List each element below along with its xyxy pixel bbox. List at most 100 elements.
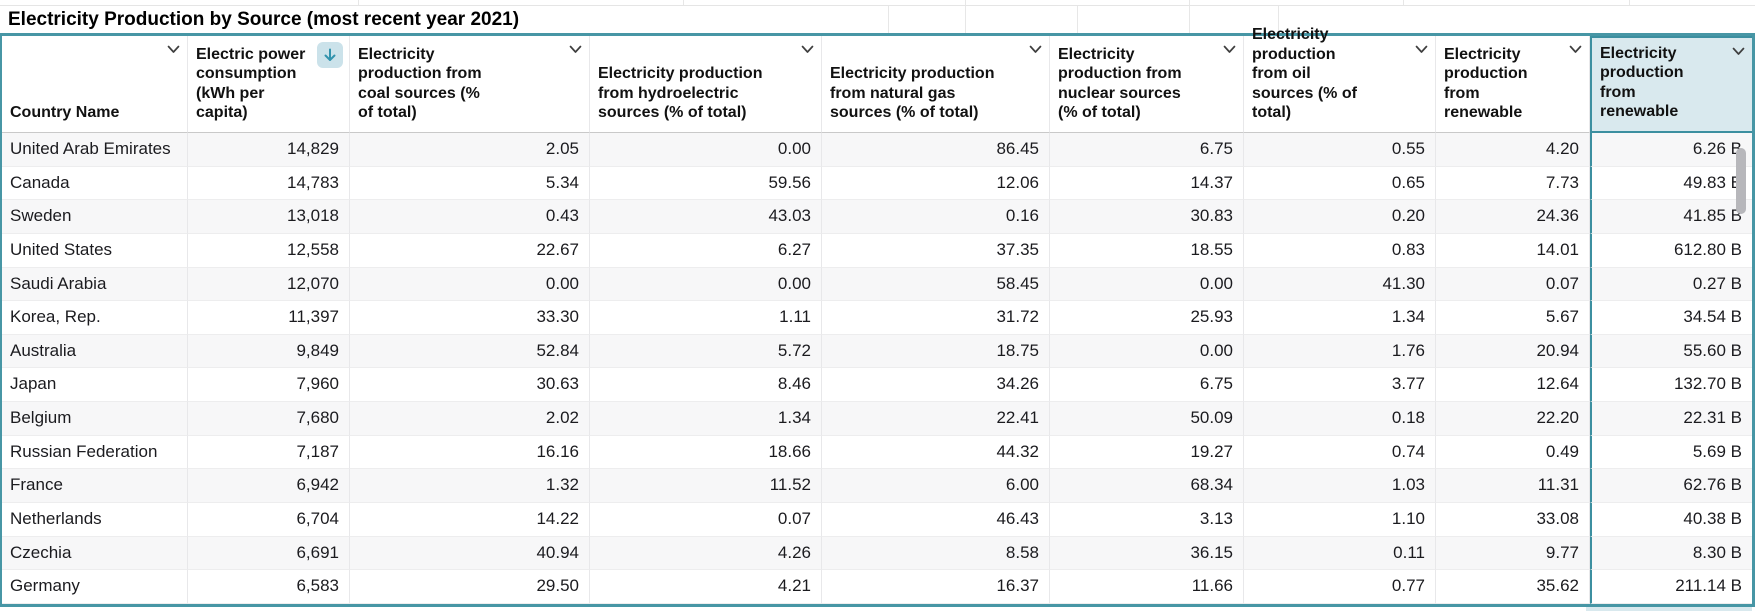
cell-hydro[interactable]: 4.21 [590, 570, 822, 604]
cell-nuclear[interactable]: 25.93 [1050, 301, 1244, 335]
cell-power[interactable]: 7,960 [188, 368, 350, 402]
cell-coal[interactable]: 2.02 [350, 402, 590, 436]
cell-coal[interactable]: 14.22 [350, 502, 590, 537]
column-header-coal[interactable]: Electricity production from coal sources… [350, 36, 590, 133]
cell-power[interactable]: 6,704 [188, 502, 350, 537]
cell-oil[interactable]: 0.83 [1244, 233, 1436, 268]
cell-power[interactable]: 14,829 [188, 133, 350, 167]
cell-renewable_pct[interactable]: 33.08 [1436, 502, 1590, 537]
chevron-down-icon[interactable] [1415, 45, 1428, 54]
cell-nuclear[interactable]: 0.00 [1050, 267, 1244, 302]
cell-power[interactable]: 13,018 [188, 200, 350, 234]
cell-power[interactable]: 11,397 [188, 301, 350, 335]
cell-coal[interactable]: 22.67 [350, 233, 590, 268]
cell-nuclear[interactable]: 14.37 [1050, 166, 1244, 201]
cell-country[interactable]: Czechia [2, 536, 188, 571]
cell-renewable_pct[interactable]: 4.20 [1436, 133, 1590, 167]
cell-nuclear[interactable]: 6.75 [1050, 133, 1244, 167]
cell-renewable_total[interactable]: 0.27 B [1590, 267, 1752, 302]
cell-renewable_pct[interactable]: 11.31 [1436, 469, 1590, 503]
cell-gas[interactable]: 46.43 [822, 502, 1050, 537]
cell-renewable_pct[interactable]: 5.67 [1436, 301, 1590, 335]
cell-country[interactable]: Saudi Arabia [2, 267, 188, 302]
chevron-down-icon[interactable] [1029, 45, 1042, 54]
cell-renewable_total[interactable]: 22.31 B [1590, 402, 1752, 436]
cell-renewable_total[interactable]: 6.26 B [1590, 133, 1752, 167]
cell-hydro[interactable]: 43.03 [590, 200, 822, 234]
cell-country[interactable]: Canada [2, 166, 188, 201]
cell-nuclear[interactable]: 68.34 [1050, 469, 1244, 503]
column-header-power[interactable]: Electric power consumption (kWh per capi… [188, 36, 350, 133]
cell-renewable_total[interactable]: 34.54 B [1590, 301, 1752, 335]
cell-oil[interactable]: 0.65 [1244, 166, 1436, 201]
chevron-down-icon[interactable] [167, 45, 180, 54]
cell-country[interactable]: Belgium [2, 402, 188, 436]
cell-country[interactable]: Australia [2, 334, 188, 369]
cell-renewable_total[interactable]: 62.76 B [1590, 469, 1752, 503]
cell-hydro[interactable]: 18.66 [590, 435, 822, 470]
cell-hydro[interactable]: 0.00 [590, 133, 822, 167]
cell-gas[interactable]: 18.75 [822, 334, 1050, 369]
cell-renewable_total[interactable]: 211.14 B [1590, 570, 1752, 604]
cell-nuclear[interactable]: 30.83 [1050, 200, 1244, 234]
cell-nuclear[interactable]: 11.66 [1050, 570, 1244, 604]
chevron-down-icon[interactable] [1569, 45, 1582, 54]
cell-power[interactable]: 6,691 [188, 536, 350, 571]
cell-nuclear[interactable]: 3.13 [1050, 502, 1244, 537]
cell-oil[interactable]: 1.03 [1244, 469, 1436, 503]
cell-renewable_total[interactable]: 8.30 B [1590, 536, 1752, 571]
cell-gas[interactable]: 58.45 [822, 267, 1050, 302]
cell-oil[interactable]: 1.34 [1244, 301, 1436, 335]
cell-oil[interactable]: 41.30 [1244, 267, 1436, 302]
cell-coal[interactable]: 33.30 [350, 301, 590, 335]
cell-power[interactable]: 7,187 [188, 435, 350, 470]
cell-coal[interactable]: 1.32 [350, 469, 590, 503]
cell-hydro[interactable]: 8.46 [590, 368, 822, 402]
cell-nuclear[interactable]: 50.09 [1050, 402, 1244, 436]
cell-oil[interactable]: 0.18 [1244, 402, 1436, 436]
cell-gas[interactable]: 31.72 [822, 301, 1050, 335]
cell-gas[interactable]: 6.00 [822, 469, 1050, 503]
cell-power[interactable]: 6,942 [188, 469, 350, 503]
cell-hydro[interactable]: 6.27 [590, 233, 822, 268]
cell-country[interactable]: Japan [2, 368, 188, 402]
cell-renewable_total[interactable]: 40.38 B [1590, 502, 1752, 537]
cell-renewable_total[interactable]: 49.83 B [1590, 166, 1752, 201]
cell-oil[interactable]: 3.77 [1244, 368, 1436, 402]
cell-nuclear[interactable]: 6.75 [1050, 368, 1244, 402]
vertical-scrollbar-thumb[interactable] [1736, 148, 1746, 214]
cell-hydro[interactable]: 1.11 [590, 301, 822, 335]
column-header-hydro[interactable]: Electricity production from hydroelectri… [590, 36, 822, 133]
cell-coal[interactable]: 2.05 [350, 133, 590, 167]
cell-renewable_total[interactable]: 612.80 B [1590, 233, 1752, 268]
cell-renewable_pct[interactable]: 20.94 [1436, 334, 1590, 369]
cell-coal[interactable]: 30.63 [350, 368, 590, 402]
cell-coal[interactable]: 52.84 [350, 334, 590, 369]
cell-renewable_pct[interactable]: 0.49 [1436, 435, 1590, 470]
cell-renewable_pct[interactable]: 22.20 [1436, 402, 1590, 436]
cell-coal[interactable]: 5.34 [350, 166, 590, 201]
cell-gas[interactable]: 16.37 [822, 570, 1050, 604]
cell-renewable_pct[interactable]: 7.73 [1436, 166, 1590, 201]
cell-renewable_total[interactable]: 132.70 B [1590, 368, 1752, 402]
cell-country[interactable]: United States [2, 233, 188, 268]
column-header-renewable_total[interactable]: Electricity production from renewable [1590, 36, 1752, 133]
cell-gas[interactable]: 0.16 [822, 200, 1050, 234]
cell-oil[interactable]: 1.76 [1244, 334, 1436, 369]
cell-oil[interactable]: 1.10 [1244, 502, 1436, 537]
cell-gas[interactable]: 37.35 [822, 233, 1050, 268]
cell-nuclear[interactable]: 19.27 [1050, 435, 1244, 470]
cell-country[interactable]: Netherlands [2, 502, 188, 537]
cell-gas[interactable]: 22.41 [822, 402, 1050, 436]
cell-coal[interactable]: 0.00 [350, 267, 590, 302]
chevron-down-icon[interactable] [801, 45, 814, 54]
cell-country[interactable]: Russian Federation [2, 435, 188, 470]
cell-gas[interactable]: 12.06 [822, 166, 1050, 201]
cell-coal[interactable]: 0.43 [350, 200, 590, 234]
cell-oil[interactable]: 0.74 [1244, 435, 1436, 470]
cell-gas[interactable]: 34.26 [822, 368, 1050, 402]
cell-country[interactable]: United Arab Emirates [2, 133, 188, 167]
cell-nuclear[interactable]: 18.55 [1050, 233, 1244, 268]
cell-hydro[interactable]: 11.52 [590, 469, 822, 503]
cell-country[interactable]: Germany [2, 570, 188, 604]
